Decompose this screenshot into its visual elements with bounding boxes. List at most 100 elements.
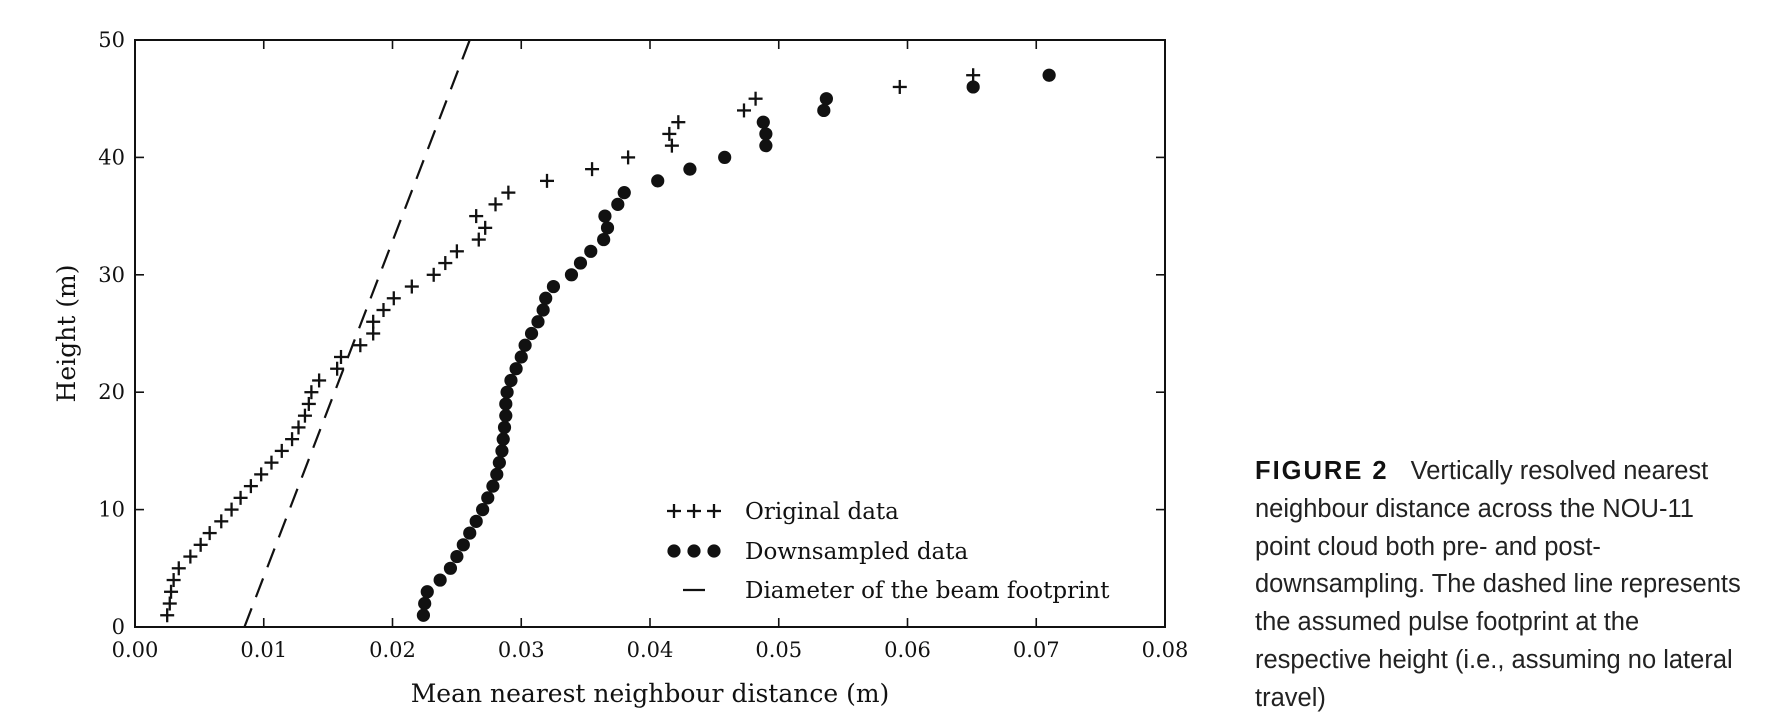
downsampled-data-point (418, 596, 432, 611)
original-data-point (312, 373, 327, 388)
y-tick-label: 50 (98, 28, 125, 52)
original-data-point (366, 326, 381, 341)
downsampled-data-point (509, 362, 523, 376)
original-data-point (488, 197, 503, 212)
original-data-point (449, 244, 464, 259)
original-data-point (274, 443, 289, 458)
downsampled-data-point (456, 538, 470, 552)
downsampled-data-point (718, 150, 732, 164)
downsampled-data-point (492, 456, 506, 470)
original-data-point (471, 232, 486, 247)
y-tick-label: 10 (98, 498, 125, 522)
downsampled-data-point (573, 256, 588, 270)
downsampled-data-point (433, 573, 447, 587)
legend: Original data Downsampled data Diameter of… (667, 499, 1110, 604)
downsampled-data-point (531, 315, 545, 329)
downsampled-data-point (499, 397, 513, 411)
original-data-point (585, 162, 600, 177)
downsampled-data-point (524, 326, 539, 341)
downsampled-data-point (504, 373, 518, 388)
original-data-point (171, 561, 186, 576)
original-data-point (671, 115, 686, 130)
downsampled-data-point (819, 92, 833, 106)
downsampled-data-point (490, 467, 504, 481)
beam-footprint-line-layer (243, 39, 471, 628)
beam-footprint-line (243, 39, 471, 628)
original-data-point (404, 279, 419, 294)
downsampled-data-point (499, 409, 513, 423)
y-tick-label: 20 (98, 380, 125, 404)
original-data-point (166, 573, 181, 588)
downsampled-data-point (518, 338, 532, 352)
figure-caption: FIGURE 2 Vertically resolved nearest neig… (1255, 453, 1755, 718)
downsampled-data-point (966, 80, 980, 94)
legend-original-marker (667, 504, 681, 518)
axis-ticks-layer: 0.00 0.01 0.02 0.03 0.04 0.05 0.06 0.07 0.08 0 10 2… (98, 28, 1188, 662)
original-data-point (426, 267, 441, 282)
original-data-point (285, 432, 300, 447)
original-data-point (164, 584, 179, 599)
downsampled-data-point (598, 209, 612, 223)
downsampled-data-point (469, 514, 483, 528)
y-tick-label: 0 (112, 615, 125, 639)
x-tick-label: 0.05 (755, 638, 802, 662)
x-tick-label: 0.07 (1013, 638, 1060, 662)
original-data-point (243, 479, 258, 494)
original-data-point (469, 209, 484, 224)
legend-original-marker (687, 504, 701, 518)
original-data-point (353, 338, 368, 353)
original-data-point (334, 349, 348, 364)
downsampled-data-point (611, 197, 625, 211)
downsampled-data-point (539, 291, 553, 305)
legend-label: Downsampled data (745, 539, 969, 565)
downsampled-data-point (597, 232, 611, 247)
x-tick-label: 0.06 (884, 638, 931, 662)
x-tick-label: 0.01 (240, 638, 287, 662)
legend-original-marker (707, 504, 721, 518)
original-data-point (162, 596, 177, 611)
original-data-point (966, 68, 981, 83)
original-data-point (202, 526, 217, 541)
chart-marks-layer (160, 68, 1056, 623)
original-data-point (183, 549, 198, 564)
original-data-point (892, 79, 907, 94)
original-data-point (214, 514, 229, 529)
figure-caption-label: FIGURE 2 (1255, 457, 1389, 485)
x-axis-label: Mean nearest neighbour distance (m) (411, 679, 890, 708)
downsampled-data-point (420, 585, 434, 599)
y-tick-label: 30 (98, 263, 125, 287)
downsampled-data-point (486, 479, 500, 493)
original-data-point (376, 303, 391, 318)
original-data-point (160, 608, 175, 623)
downsampled-data-point (497, 420, 512, 435)
downsampled-data-point (756, 115, 770, 129)
original-data-point (224, 502, 239, 517)
original-data-point (304, 385, 319, 400)
plot-frame (134, 39, 1166, 628)
downsampled-data-point (536, 303, 550, 317)
legend-downsampled-marker (687, 544, 701, 558)
downsampled-data-point (683, 162, 697, 176)
x-tick-label: 0.00 (112, 638, 159, 662)
y-tick-label: 40 (98, 145, 125, 169)
downsampled-data-point (514, 350, 528, 364)
downsampled-data-point (416, 608, 430, 622)
legend-downsampled-marker (667, 544, 681, 558)
original-data-point (540, 173, 554, 188)
original-data-point (736, 103, 751, 118)
legend-label: Original data (745, 499, 899, 525)
original-data-point (193, 537, 208, 552)
original-data-point (664, 138, 679, 153)
figure-caption-text: Vertically resolved nearest neighbour di… (1255, 457, 1741, 712)
legend-label: Diameter of the beam footprint (745, 578, 1110, 604)
x-tick-label: 0.03 (498, 638, 545, 662)
y-axis-label: Height (m) (52, 265, 81, 403)
original-data-point (264, 455, 279, 470)
downsampled-data-point (476, 503, 490, 517)
x-tick-label: 0.04 (627, 638, 674, 662)
downsampled-data-point (584, 244, 598, 258)
downsampled-data-point (600, 221, 615, 235)
x-tick-label: 0.02 (369, 638, 416, 662)
downsampled-data-point (495, 444, 509, 458)
